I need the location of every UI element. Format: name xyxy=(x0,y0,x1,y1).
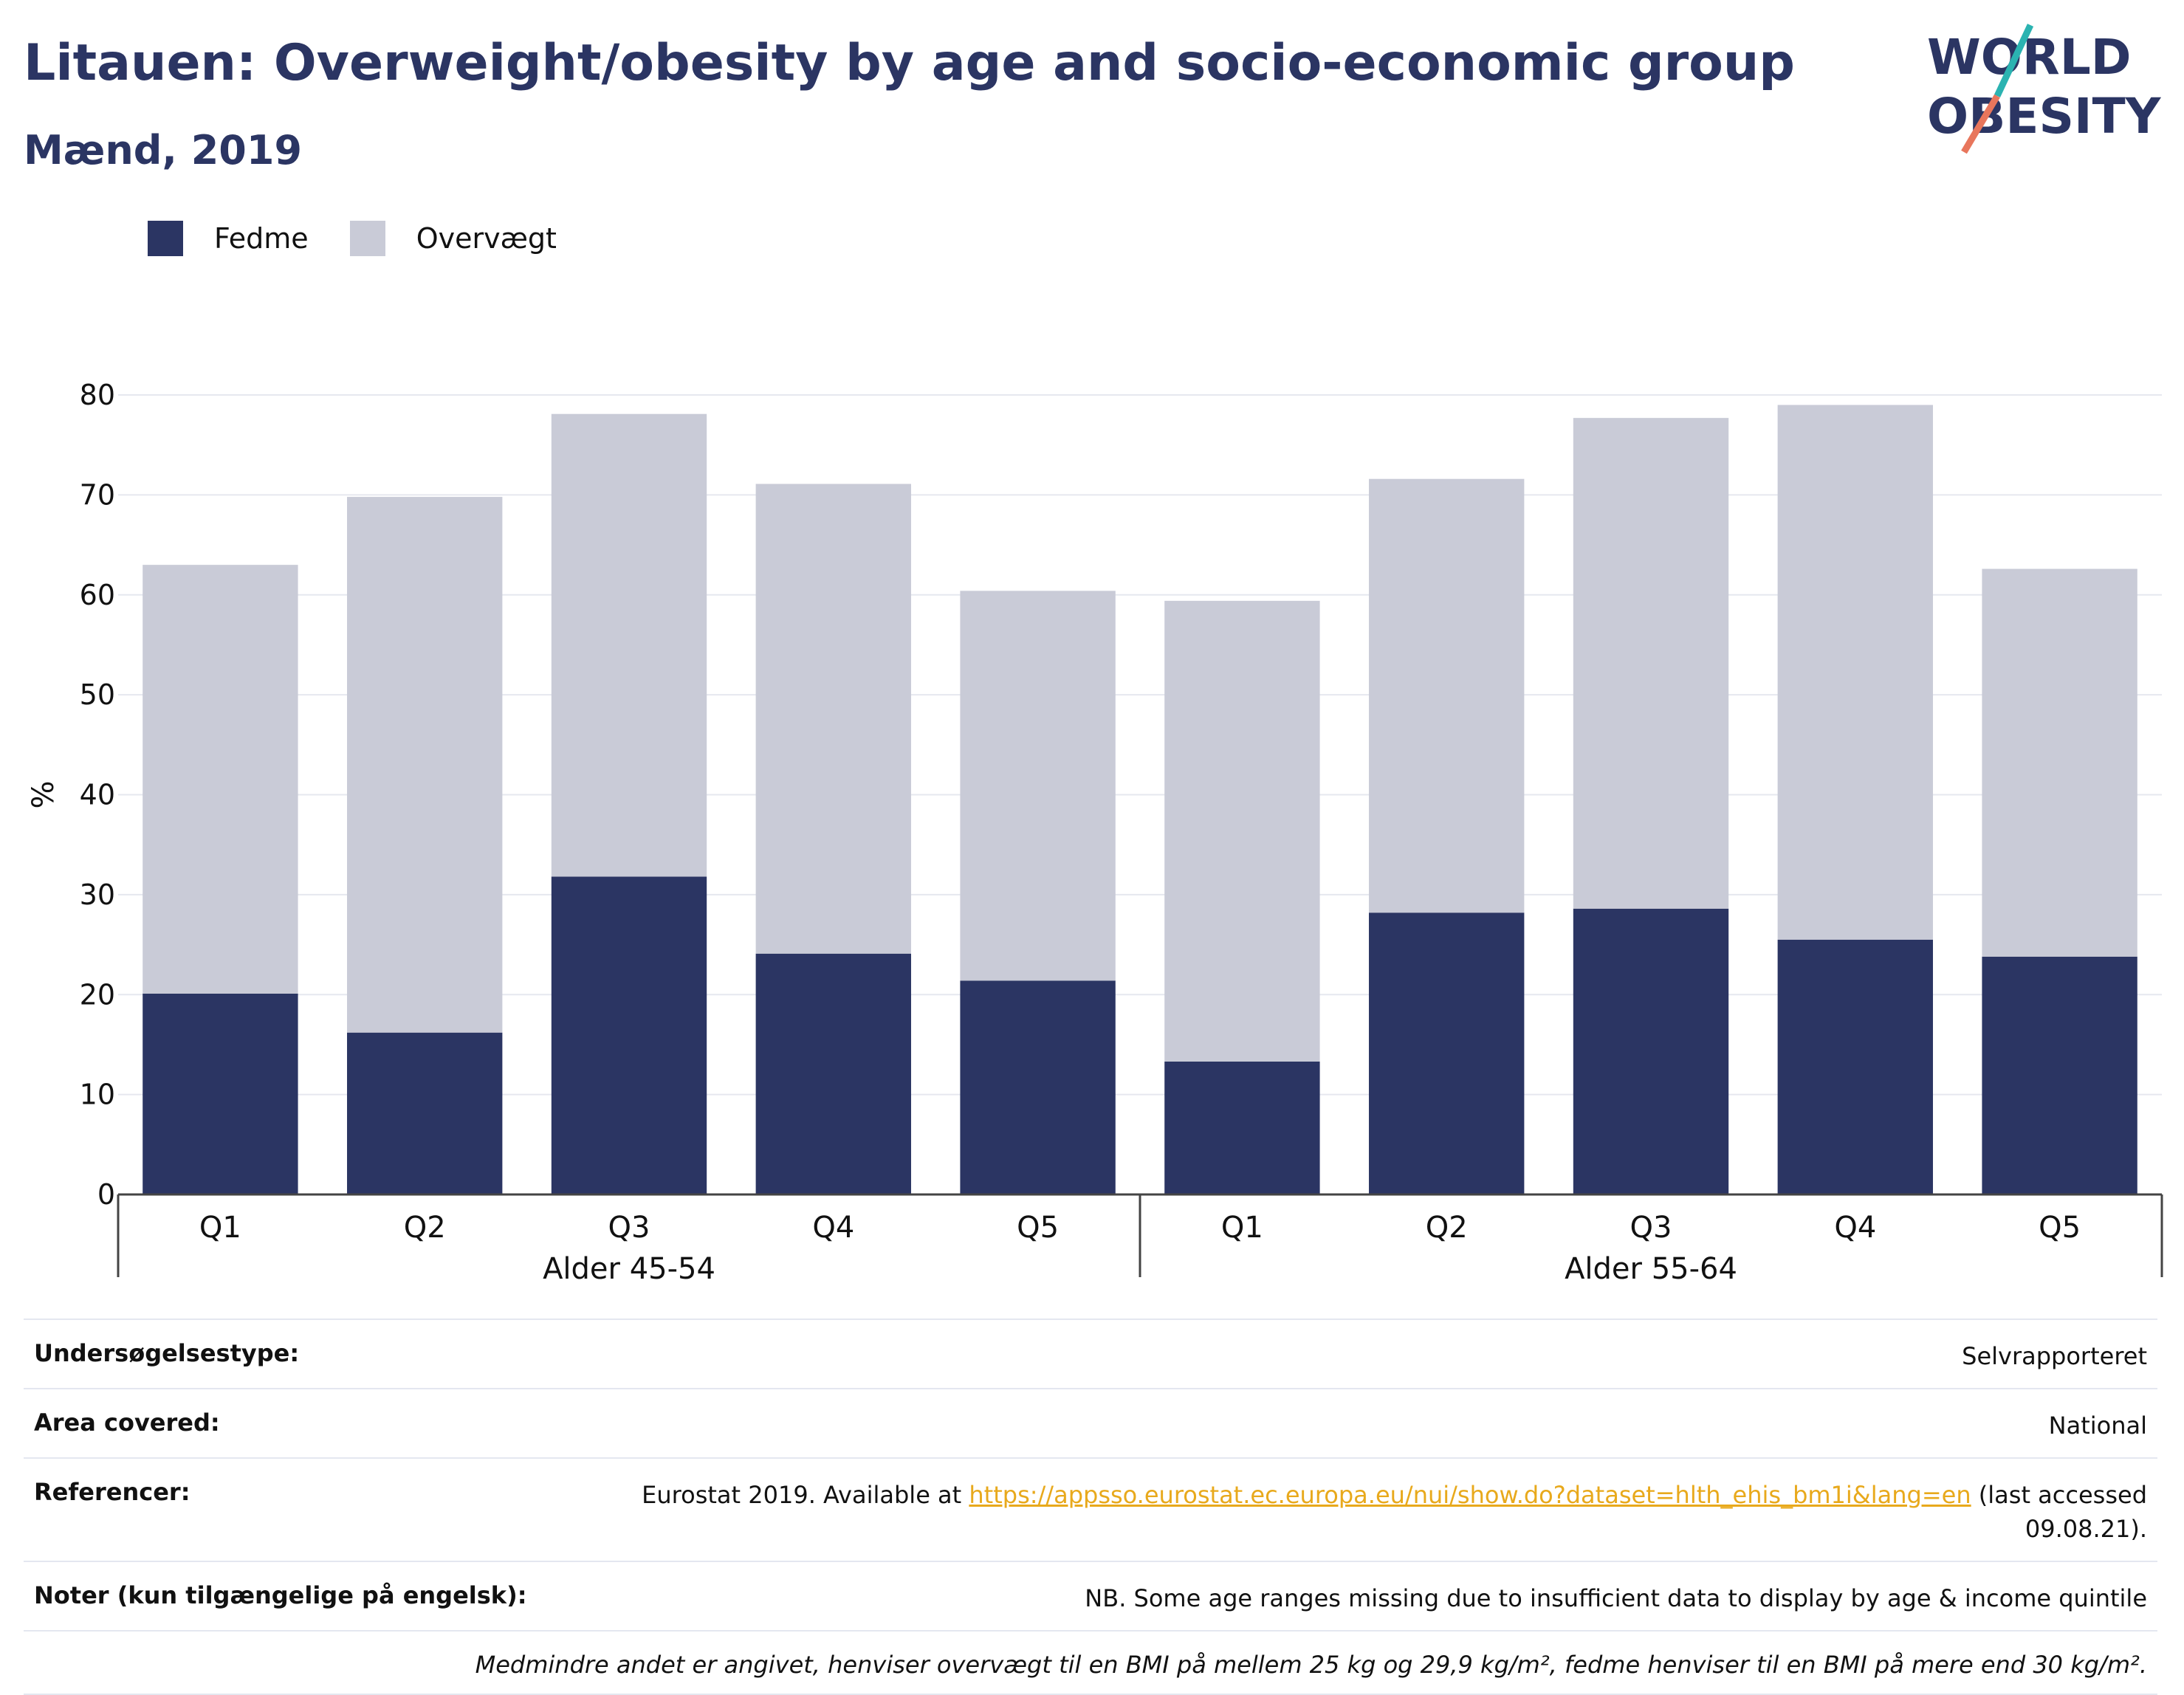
bar-overvaegt-g1-q1 xyxy=(142,565,298,994)
references-value: Eurostat 2019. Available at https://apps… xyxy=(597,1478,2147,1546)
area-label: Area covered: xyxy=(34,1409,220,1437)
y-tick-label-40: 40 xyxy=(80,779,115,811)
info-row-area: Area covered: National xyxy=(24,1389,2157,1459)
survey-type-label: Undersøgelsestype: xyxy=(34,1339,300,1367)
y-tick-label-60: 60 xyxy=(80,579,115,611)
bar-fedme-g2-q4 xyxy=(1777,939,1933,1194)
logo-line1: WORLD xyxy=(1927,29,2132,86)
bar-fedme-g1-q4 xyxy=(755,953,911,1194)
bar-fedme-g2-q2 xyxy=(1369,912,1525,1194)
info-row-footnote: Medmindre andet er angivet, henviser ove… xyxy=(24,1632,2157,1695)
bar-overvaegt-g2-q4 xyxy=(1777,405,1933,940)
footnote: Medmindre andet er angivet, henviser ove… xyxy=(475,1651,2147,1679)
y-tick-label-0: 0 xyxy=(97,1178,115,1211)
logo-slash-teal xyxy=(1994,24,2034,97)
info-row-survey-type: Undersøgelsestype: Selvrapporteret xyxy=(24,1318,2157,1389)
bar-fedme-g2-q1 xyxy=(1164,1061,1320,1194)
x-tick-label-g2-q1: Q1 xyxy=(1221,1211,1263,1245)
legend-label-overvaegt: Overvægt xyxy=(416,222,557,255)
chart-title: Litauen: Overweight/obesity by age and s… xyxy=(24,34,1795,92)
info-row-notes: Noter (kun tilgængelige på engelsk): NB.… xyxy=(24,1562,2157,1632)
x-tick-label-g2-q5: Q5 xyxy=(2039,1211,2081,1245)
legend: Fedme Overvægt xyxy=(148,219,598,258)
group-label-2: Alder 55-64 xyxy=(1565,1252,1737,1285)
bar-fedme-g1-q3 xyxy=(551,876,707,1194)
stacked-bar-chart: 0 10 20 30 40 50 60 70 80% Q1 Q2 Q3 Q4 Q5 Q1 Q2 Q3 Q4 Q5 Al… xyxy=(27,379,2163,1285)
info-table: Undersøgelsestype: Selvrapporteret Area … xyxy=(24,1318,2157,1695)
logo-slash-coral xyxy=(1961,94,2000,154)
chart-subtitle: Mænd, 2019 xyxy=(24,127,303,173)
legend-label-fedme: Fedme xyxy=(214,222,309,255)
bar-overvaegt-g2-q2 xyxy=(1369,478,1525,913)
y-tick-label-80: 80 xyxy=(80,379,115,411)
y-tick-label-20: 20 xyxy=(80,978,115,1011)
notes-value: NB. Some age ranges missing due to insuf… xyxy=(1085,1584,2147,1612)
x-tick-label-g2-q4: Q4 xyxy=(1834,1211,1876,1245)
y-tick-label-30: 30 xyxy=(80,879,115,911)
bar-overvaegt-g2-q1 xyxy=(1164,600,1320,1062)
x-tick-label-g2-q2: Q2 xyxy=(1426,1211,1468,1245)
world-obesity-logo: WORLD OBESITY xyxy=(1927,24,2162,154)
legend-swatch-fedme xyxy=(148,221,183,256)
x-tick-label-g1-q2: Q2 xyxy=(404,1211,446,1245)
notes-label: Noter (kun tilgængelige på engelsk): xyxy=(34,1581,527,1609)
references-suffix: (last accessed 09.08.21). xyxy=(1971,1481,2147,1543)
area-value: National xyxy=(2048,1412,2147,1440)
y-tick-label-50: 50 xyxy=(80,678,115,711)
y-tick-label-10: 10 xyxy=(80,1079,115,1111)
x-tick-label-g1-q3: Q3 xyxy=(608,1211,650,1245)
bar-overvaegt-g1-q2 xyxy=(347,497,503,1033)
bar-fedme-g2-q5 xyxy=(1982,956,2137,1194)
bar-fedme-g1-q1 xyxy=(142,993,298,1194)
x-tick-label-g1-q5: Q5 xyxy=(1017,1211,1059,1245)
bar-fedme-g2-q3 xyxy=(1573,908,1729,1194)
references-prefix: Eurostat 2019. Available at xyxy=(642,1481,969,1509)
bar-overvaegt-g1-q5 xyxy=(960,591,1116,981)
bar-overvaegt-g2-q3 xyxy=(1573,418,1729,909)
bar-overvaegt-g1-q4 xyxy=(755,484,911,954)
y-tick-label-70: 70 xyxy=(80,478,115,511)
y-axis-label: % xyxy=(27,780,61,808)
legend-swatch-overvaegt xyxy=(349,221,385,256)
survey-type-value: Selvrapporteret xyxy=(1962,1342,2147,1370)
x-tick-label-g1-q1: Q1 xyxy=(199,1211,241,1245)
bar-overvaegt-g1-q3 xyxy=(551,413,707,877)
x-tick-label-g1-q4: Q4 xyxy=(812,1211,854,1245)
references-label: Referencer: xyxy=(34,1478,190,1506)
info-row-references: Referencer: Eurostat 2019. Available at … xyxy=(24,1459,2157,1562)
group-label-1: Alder 45-54 xyxy=(543,1252,715,1285)
bar-fedme-g1-q5 xyxy=(960,980,1116,1194)
x-tick-label-g2-q3: Q3 xyxy=(1630,1211,1672,1245)
bar-overvaegt-g2-q5 xyxy=(1982,568,2137,957)
bar-fedme-g1-q2 xyxy=(347,1032,503,1194)
logo-line2: OBESITY xyxy=(1927,88,2162,145)
references-link[interactable]: https://appsso.eurostat.ec.europa.eu/nui… xyxy=(969,1481,1971,1509)
